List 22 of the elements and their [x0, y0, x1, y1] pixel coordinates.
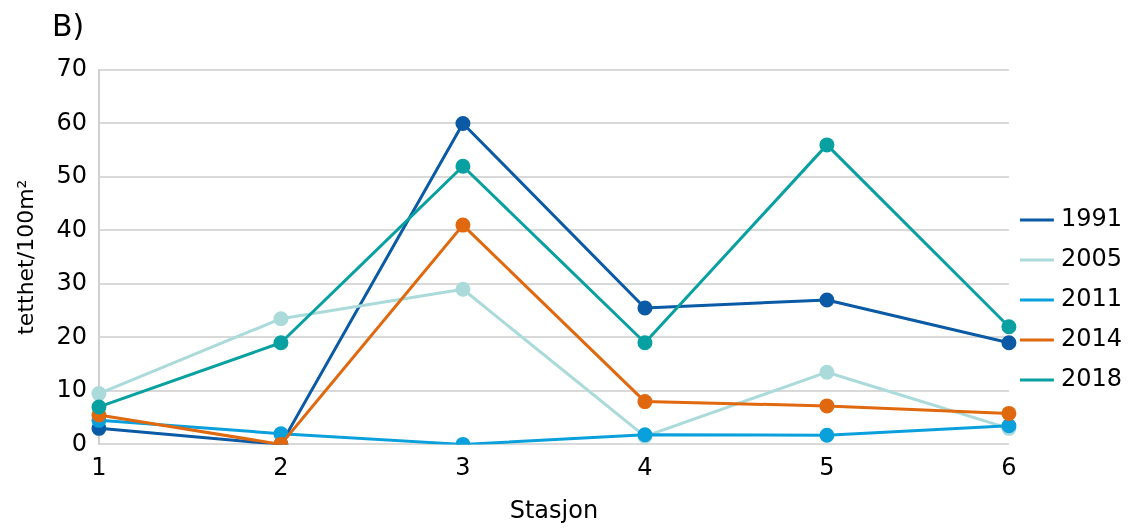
legend-label: 1991 — [1060, 204, 1122, 233]
x-tick-label: 5 — [819, 453, 835, 482]
legend-label: 2014 — [1060, 324, 1122, 353]
x-tick-label: 6 — [1001, 453, 1017, 482]
x-axis-title: Stasjon — [509, 495, 599, 524]
y-tick-label: 0 — [71, 428, 87, 457]
legend-label: 2018 — [1060, 364, 1122, 393]
y-tick-label: 50 — [56, 161, 87, 190]
y-tick-label: 20 — [56, 321, 87, 350]
chart-title: B) — [52, 8, 85, 43]
y-tick-label: 60 — [56, 107, 87, 136]
x-tick-label: 1 — [91, 453, 107, 482]
x-tick-label: 3 — [455, 453, 471, 482]
x-tick-label: 4 — [637, 453, 653, 482]
x-tick-label: 2 — [273, 453, 289, 482]
y-tick-label: 10 — [56, 375, 87, 404]
y-tick-label: 70 — [56, 54, 87, 83]
y-tick-label: 40 — [56, 214, 87, 243]
y-tick-label: 30 — [56, 268, 87, 297]
y-axis-title: tetthet/100m² — [12, 179, 38, 335]
legend-label: 2011 — [1060, 284, 1122, 313]
legend-label: 2005 — [1060, 244, 1122, 273]
